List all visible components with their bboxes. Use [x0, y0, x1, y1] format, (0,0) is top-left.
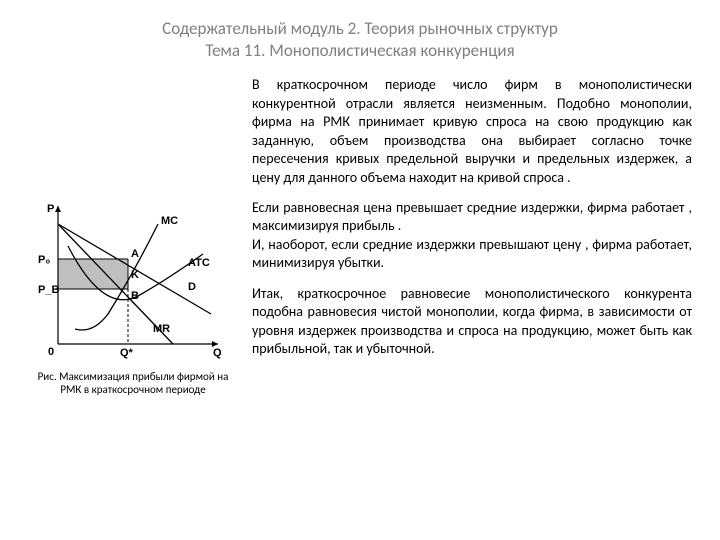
paragraph-2: Если равновесная цена превышает средние …	[252, 199, 692, 236]
left-column: P Q 0 P₀ P_B Q* MC ATC D MR AKB Рис. Максимизация …	[28, 76, 238, 396]
svg-text:P₀: P₀	[38, 254, 50, 266]
svg-text:Q: Q	[213, 347, 222, 359]
svg-text:Q*: Q*	[120, 347, 134, 359]
svg-text:P: P	[47, 203, 54, 215]
svg-text:P_B: P_B	[38, 284, 59, 296]
module-title: Содержательный модуль 2. Теория рыночных…	[28, 18, 692, 40]
paragraph-4: Итак, краткосрочное равновесие монополис…	[252, 285, 692, 359]
svg-text:ATC: ATC	[188, 257, 210, 269]
svg-text:MR: MR	[153, 323, 170, 335]
paragraph-3: И, наоборот, если средние издержки превы…	[252, 236, 692, 273]
economics-diagram: P Q 0 P₀ P_B Q* MC ATC D MR AKB	[33, 194, 233, 364]
svg-text:B: B	[131, 290, 139, 302]
right-column: В краткосрочном периоде число фирм в мон…	[252, 76, 692, 396]
figure-caption: Рис. Максимизация прибыли фирмой на РМК …	[28, 370, 238, 396]
svg-text:K: K	[131, 269, 139, 281]
svg-text:A: A	[131, 248, 139, 260]
svg-text:0: 0	[48, 346, 54, 358]
svg-text:MC: MC	[161, 215, 178, 227]
svg-text:D: D	[188, 281, 196, 293]
paragraph-1: В краткосрочном периоде число фирм в мон…	[252, 76, 692, 187]
topic-title: Тема 11. Монополистическая конкуренция	[28, 40, 692, 62]
